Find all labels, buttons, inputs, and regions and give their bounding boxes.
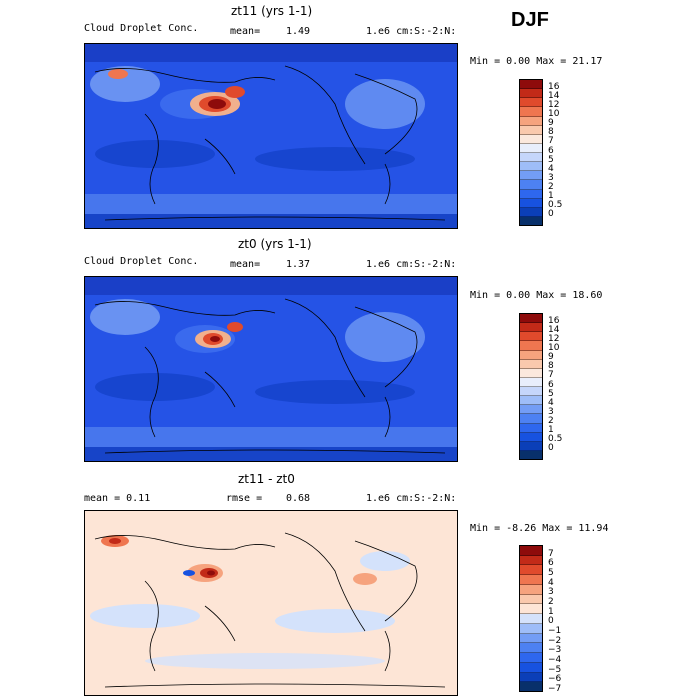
panel2-colorbar-tick: 12	[548, 334, 560, 345]
panel3-colorbar-tick: −1	[548, 626, 562, 636]
panel1-colorbar-tick: 4	[548, 163, 554, 174]
panel3-minmax: Min = -8.26 Max = 11.94	[470, 523, 609, 534]
panel3-colorbar-tick: 1	[548, 606, 554, 617]
panel3-colorbar-tick: 5	[548, 568, 554, 578]
panel2-colorbar-tick: 7	[548, 370, 554, 381]
panel3-colorbar-tick: −6	[548, 674, 562, 685]
panel2-colorbar-tick: 2	[548, 415, 554, 426]
panel1-minmax: Min = 0.00 Max = 21.17	[470, 56, 603, 67]
panel1-colorbar-tick: 10	[548, 109, 560, 120]
panel3-colorbar	[519, 545, 543, 692]
panel3-colorbar-tick: 7	[548, 548, 554, 559]
panel1-colorbar-tick: 8	[548, 127, 554, 138]
panel2-mean-label: mean=	[230, 259, 261, 270]
panel2-colorbar	[519, 313, 543, 460]
panel3-colorbar-tick: 0	[548, 616, 554, 627]
panel1-colorbar-tick: 3	[548, 172, 554, 183]
panel3-rmse-label: rmse =	[226, 493, 263, 504]
panel1-colorbar-tick: 16	[548, 82, 560, 93]
panel2-colorbar-tick: 1	[548, 424, 554, 435]
panel2-colorbar-tick: 3	[548, 406, 554, 417]
panel1-colorbar-tick: 1	[548, 190, 554, 201]
panel1-colorbar-tick: 7	[548, 136, 554, 147]
panel3-title: zt11 - zt0	[238, 472, 295, 486]
panel2-minmax: Min = 0.00 Max = 18.60	[470, 290, 603, 301]
panel1-colorbar-tick: 2	[548, 181, 554, 192]
panel1-colorbar-tick: 6	[548, 145, 554, 156]
panel1-colorbar-tick: 5	[548, 154, 554, 165]
panel1-colorbar-tick: 0.5	[548, 199, 563, 210]
panel1-colorbar-tick: 14	[548, 91, 560, 102]
panel2-colorbar-tick: 9	[548, 352, 554, 363]
panel3-mean: mean = 0.11	[84, 493, 151, 504]
panel3-colorbar-tick: −3	[548, 645, 562, 656]
panel2-field-label: Cloud Droplet Conc.	[84, 256, 199, 267]
panel2-colorbar-tick: 0.5	[548, 433, 563, 444]
panel1-colorbar-tick: 0	[548, 208, 554, 219]
panel3-colorbar-tick: −2	[548, 635, 562, 646]
panel2-colorbar-tick: 6	[548, 379, 554, 390]
panel2-colorbar-tick: 8	[548, 361, 554, 372]
panel1-field-label: Cloud Droplet Conc.	[84, 23, 199, 34]
panel1-units: 1.e6 cm:S:-2:N:	[366, 26, 457, 37]
panel2-colorbar-tick: 0	[548, 442, 554, 453]
panel3-rmse-value: 0.68	[286, 493, 311, 504]
panel2-map	[84, 276, 458, 462]
panel3-colorbar-tick: −4	[548, 655, 562, 665]
panel1-map	[84, 43, 458, 229]
panel3-colorbar-tick: −5	[548, 664, 562, 675]
panel3-map	[84, 510, 458, 696]
panel2-colorbar-tick: 14	[548, 325, 560, 336]
panel2-colorbar-tick: 10	[548, 343, 560, 354]
panel2-title: zt0 (yrs 1-1)	[238, 237, 312, 251]
panel3-colorbar-tick: 4	[548, 577, 554, 588]
panel3-units: 1.e6 cm:S:-2:N:	[366, 493, 457, 504]
panel2-units: 1.e6 cm:S:-2:N:	[366, 259, 457, 270]
panel3-colorbar-tick: 6	[548, 558, 554, 569]
panel3-colorbar-tick: 2	[548, 597, 554, 607]
panel1-title: zt11 (yrs 1-1)	[231, 4, 313, 18]
panel3-colorbar-tick: 3	[548, 587, 554, 598]
panel1-mean-value: 1.49	[286, 26, 311, 37]
panel2-colorbar-tick: 4	[548, 397, 554, 408]
panel1-mean-label: mean=	[230, 26, 261, 37]
panel3-colorbar-tick: −7	[548, 684, 562, 694]
season-label: DJF	[511, 9, 549, 31]
panel2-colorbar-tick: 16	[548, 316, 560, 327]
panel1-colorbar-tick: 12	[548, 100, 560, 111]
panel1-colorbar	[519, 79, 543, 226]
panel2-colorbar-tick: 5	[548, 388, 554, 399]
panel2-mean-value: 1.37	[286, 259, 311, 270]
panel1-colorbar-tick: 9	[548, 118, 554, 129]
